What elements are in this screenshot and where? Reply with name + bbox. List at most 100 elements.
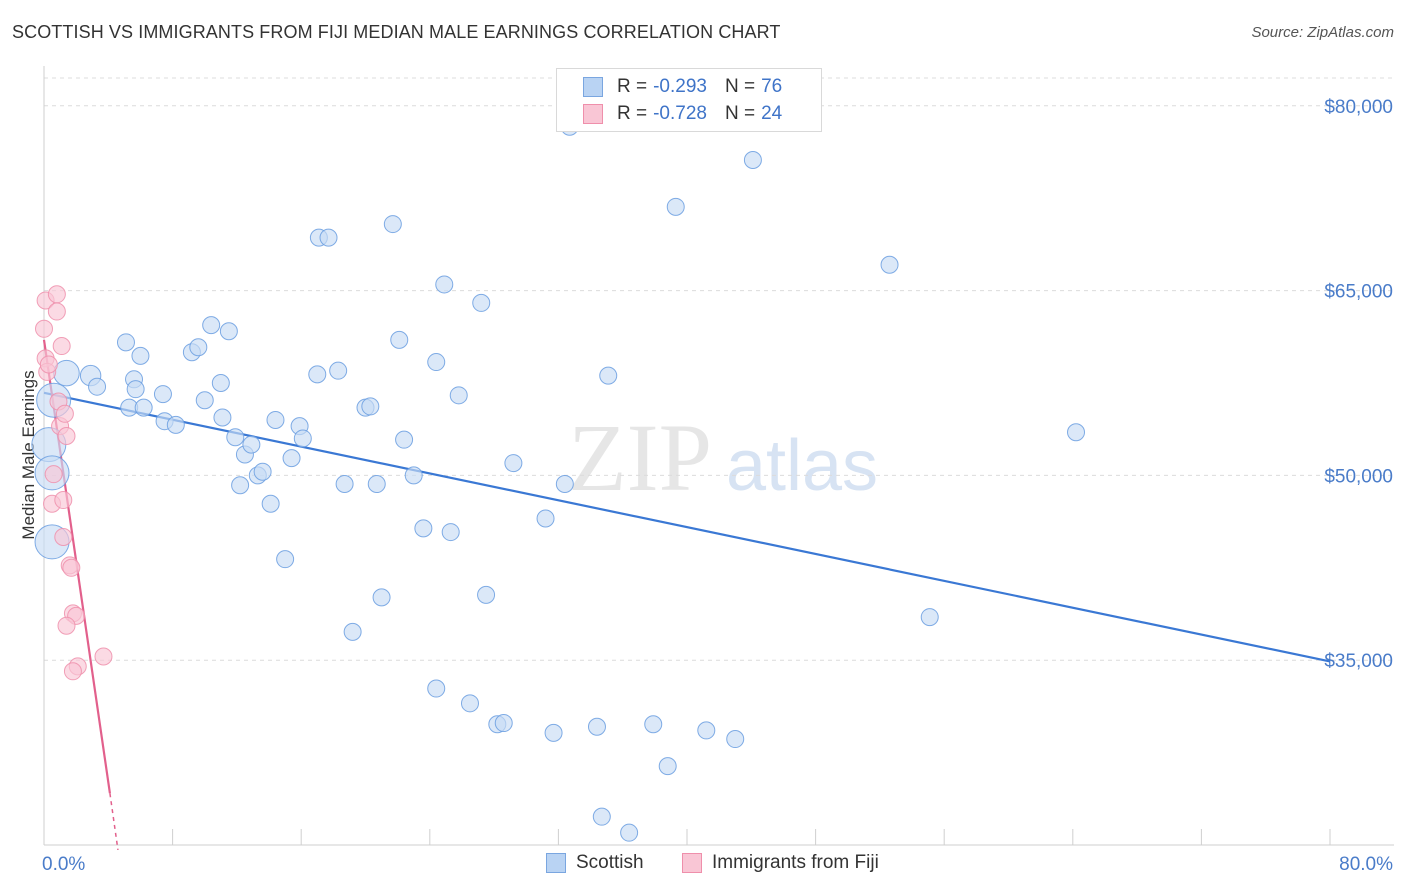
y-tick-label: $35,000 [1324,651,1393,672]
fiji-point [47,302,66,321]
y-tick-label: $65,000 [1324,282,1393,303]
scottish-point [544,723,563,742]
scottish-point [335,475,354,494]
bottom-legend-swatch-scottish [546,853,566,873]
scottish-point [1067,423,1086,442]
fiji-point [94,647,113,666]
fiji-point [62,558,81,577]
watermark-atlas: atlas [726,426,878,506]
scottish-point [435,275,454,294]
scottish-point [189,338,208,357]
scottish-point [536,509,555,528]
scottish-point [195,391,214,410]
scottish-point [88,377,107,396]
data-points [31,117,1086,842]
scottish-point [361,397,380,416]
source-label: Source: ZipAtlas.com [1251,24,1394,41]
bottom-legend-scottish: Scottish [546,852,644,874]
scottish-point [219,322,238,341]
fiji-point [54,528,73,546]
scottish-point [131,346,150,365]
scottish-point [920,608,939,627]
scottish-point [253,462,272,481]
scottish-point [427,353,446,372]
scottish-point [441,523,460,542]
legend-r-value: -0.293 [653,76,707,97]
scottish-point [153,385,172,404]
legend-n-value: 76 [761,76,783,97]
legend-n-label: N = [724,76,756,97]
scottish-point [427,679,446,698]
scottish-point [395,430,414,449]
fiji-point [35,319,53,338]
watermark-zip: ZIP [568,404,712,511]
y-tick-label: $80,000 [1324,97,1393,118]
legend-r-label: R = [617,103,648,124]
scottish-point [726,730,745,749]
scottish-point [658,757,677,776]
grid-lines [44,77,1394,661]
x-tick-label: 80.0% [1339,854,1393,875]
scottish-point [116,333,135,352]
scottish-point [880,255,899,274]
scottish-point [587,717,606,736]
scottish-point [231,476,250,495]
scottish-point [472,293,491,312]
fiji-point [55,404,74,423]
x-tick-label: 0.0% [42,854,85,875]
scottish-point [372,588,391,607]
scottish-point [697,721,716,740]
scottish-point [460,694,479,713]
scottish-point [620,823,639,842]
scottish-point [242,435,261,454]
chart-title: SCOTTISH VS IMMIGRANTS FROM FIJI MEDIAN … [12,22,781,42]
scottish-trend-line [43,391,1331,663]
scottish-point [644,715,663,734]
fiji-point [57,616,76,635]
scottish-point [666,197,685,216]
scottish-point [367,475,386,494]
scottish-point [293,429,312,448]
scottish-point [213,408,232,427]
legend-r-label: R = [617,76,648,97]
bottom-legend-label: Immigrants from Fiji [712,852,879,873]
y-axis-label: Median Male Earnings [19,370,38,539]
legend-r-value: -0.728 [653,103,707,124]
bottom-legend-fiji: Immigrants from Fiji [682,852,879,874]
scottish-point [126,380,145,399]
fiji-point [39,355,58,374]
scottish-point [494,714,513,733]
scottish-point [504,454,523,473]
scottish-point [404,466,423,485]
bottom-legend-swatch-fiji [682,853,702,873]
legend-swatch-fiji [583,104,603,124]
fiji-point [47,285,66,304]
legend-n-label: N = [724,103,756,124]
legend-n-value: 24 [761,103,783,124]
y-tick-labels: $35,000 $50,000 $65,000 $80,000 [1324,97,1393,672]
scottish-point [134,398,153,417]
scottish-point [319,228,338,247]
scottish-point [308,365,327,384]
scottish-point [343,622,362,641]
scottish-point [477,585,496,604]
y-tick-label: $50,000 [1324,466,1393,487]
scottish-point [166,415,185,434]
scottish-point [743,151,762,170]
fiji-point [63,662,82,681]
legend: R = -0.293 N = 76 R = -0.728 N = 24 [556,68,822,132]
scottish-point [449,386,468,405]
legend-row-fiji: R = -0.728 N = 24 [583,101,782,127]
scottish-point [261,494,280,513]
scottish-point [329,361,348,380]
scottish-point [555,475,574,494]
fiji-point [54,491,73,510]
scottish-point [211,374,230,392]
scottish-point [202,316,221,335]
scottish-point [592,807,611,826]
fiji-point [57,426,76,445]
scottish-point [266,410,285,429]
scottish-point [276,550,295,569]
fiji-point [44,465,63,484]
